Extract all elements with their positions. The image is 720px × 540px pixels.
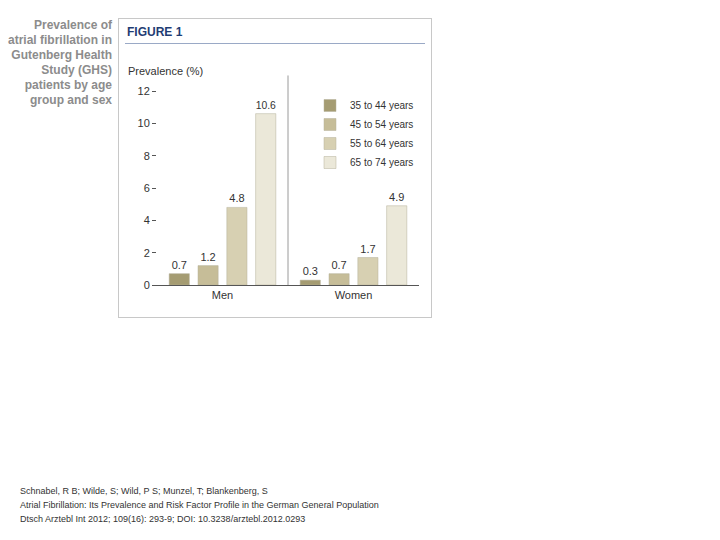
svg-text:4: 4 (144, 214, 150, 226)
svg-text:10: 10 (138, 117, 150, 129)
svg-text:1.2: 1.2 (200, 251, 215, 263)
svg-text:0.7: 0.7 (331, 259, 346, 271)
svg-text:4.8: 4.8 (229, 192, 244, 204)
svg-text:10.6: 10.6 (256, 100, 276, 111)
html-text:Prevalence of atrial fibrillat: Prevalence of atrial fibrillation in Gut… (8, 18, 112, 107)
svg-text:45 to 54 years: 45 to 54 years (350, 119, 413, 130)
html-text:Schnabel, R B; Wilde, S; Wild,: Schnabel, R B; Wilde, S; Wild, P S; Munz… (20, 486, 268, 496)
svg-text:Prevalence (%): Prevalence (%) (128, 65, 203, 77)
svg-text:1.7: 1.7 (360, 243, 375, 255)
svg-text:4.9: 4.9 (389, 191, 404, 203)
svg-text:6: 6 (144, 182, 150, 194)
svg-text:0: 0 (144, 279, 150, 291)
svg-text:65 to 74 years: 65 to 74 years (350, 157, 413, 168)
svg-text:12: 12 (138, 85, 150, 97)
svg-text:Women: Women (335, 289, 373, 301)
svg-text:0.3: 0.3 (303, 265, 318, 277)
svg-text:0.7: 0.7 (172, 259, 187, 271)
svg-text:35 to 44 years: 35 to 44 years (350, 100, 413, 111)
html-text:Atrial Fibrillation: Its Preva: Atrial Fibrillation: Its Prevalence and … (20, 500, 379, 510)
html-text:Dtsch Arztebl Int 2012; 109(16: Dtsch Arztebl Int 2012; 109(16): 293-9; … (20, 514, 306, 524)
svg-text:2: 2 (144, 247, 150, 259)
svg-text:55 to 64 years: 55 to 64 years (350, 138, 413, 149)
svg-text:Men: Men (212, 289, 233, 301)
html-text:FIGURE 1: FIGURE 1 (127, 25, 183, 39)
svg-text:8: 8 (144, 150, 150, 162)
